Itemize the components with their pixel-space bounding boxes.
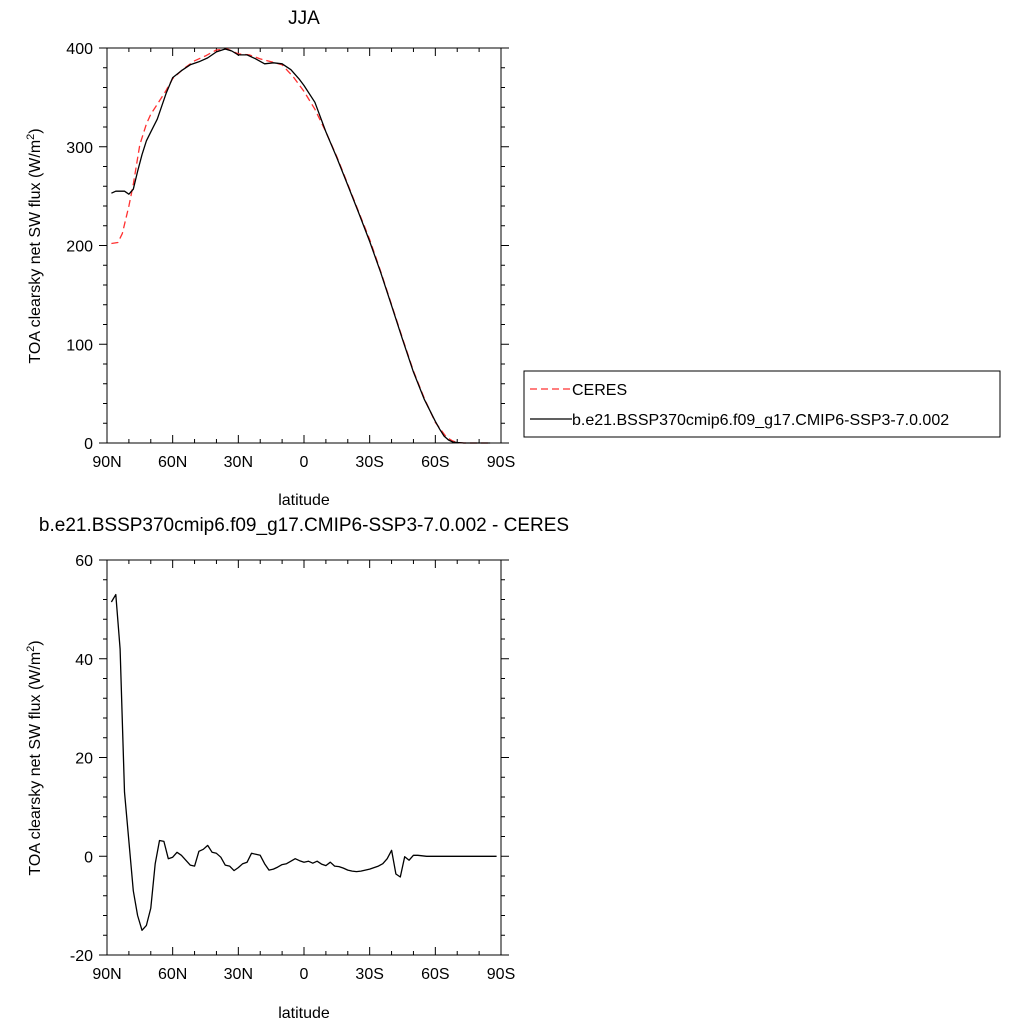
top-chart-title: JJA [288, 8, 320, 29]
top-series-line-model [111, 48, 491, 444]
top-x-tick-label: 0 [300, 454, 309, 471]
bottom-series-line-model [110, 593, 497, 931]
top-x-tick-label: 90N [92, 454, 121, 471]
bottom-x-tick-label: 30N [224, 966, 253, 983]
top-y-tick-label: 400 [66, 41, 93, 58]
top-x-tick-label: 60S [421, 454, 449, 471]
top-plot-area: 90N 60N 30N 0 30S 60S 90S 0 100 200 300 400 [66, 41, 515, 471]
bottom-y-tick-label: 20 [75, 751, 93, 768]
top-y-tick-label: 0 [84, 436, 93, 453]
top-y-tick-label: 200 [66, 239, 93, 256]
top-x-tick-label: 90S [487, 454, 515, 471]
bottom-chart-title: b.e21.BSSP370cmip6.f09_g17.CMIP6-SSP3-7.… [39, 515, 569, 536]
top-y-axis-label: TOA clearsky net SW flux (W/m2) [25, 128, 44, 363]
top-x-tick-label: 60N [158, 454, 187, 471]
top-panel: JJA 90N 60N 30N 0 30S 60S 90S 0 100 200 300 400 lat… [25, 8, 515, 509]
top-y-tick-label: 300 [66, 140, 93, 157]
bottom-x-axis-label: latitude [278, 1005, 330, 1022]
bottom-x-tick-label: 30S [355, 966, 383, 983]
bottom-x-tick-label: 90S [487, 966, 515, 983]
top-y-tick-label: 100 [66, 337, 93, 354]
legend-ceres-label: CERES [572, 382, 627, 399]
top-x-axis-label: latitude [278, 492, 330, 509]
bottom-x-tick-label: 0 [300, 966, 309, 983]
top-x-tick-label: 30N [224, 454, 253, 471]
bottom-y-tick-label: -20 [70, 948, 93, 965]
legend: CERES b.e21.BSSP370cmip6.f09_g17.CMIP6-S… [523, 370, 1001, 438]
bottom-x-tick-label: 60S [421, 966, 449, 983]
top-series-line-ceres [111, 48, 491, 444]
bottom-y-tick-label: 40 [75, 652, 93, 669]
bottom-x-tick-label: 90N [92, 966, 121, 983]
bottom-y-tick-label: 60 [75, 553, 93, 570]
top-x-tick-label: 30S [355, 454, 383, 471]
legend-model-label: b.e21.BSSP370cmip6.f09_g17.CMIP6-SSP3-7.… [572, 412, 949, 429]
bottom-y-tick-label: 0 [84, 849, 93, 866]
bottom-x-tick-label: 60N [158, 966, 187, 983]
legend-box [523, 370, 1001, 438]
bottom-plot-area: 90N 60N 30N 0 30S 60S 90S -20 0 20 40 60 [70, 553, 515, 983]
bottom-y-axis-label: TOA clearsky net SW flux (W/m2) [25, 640, 44, 875]
bottom-panel: b.e21.BSSP370cmip6.f09_g17.CMIP6-SSP3-7.… [25, 515, 569, 1022]
